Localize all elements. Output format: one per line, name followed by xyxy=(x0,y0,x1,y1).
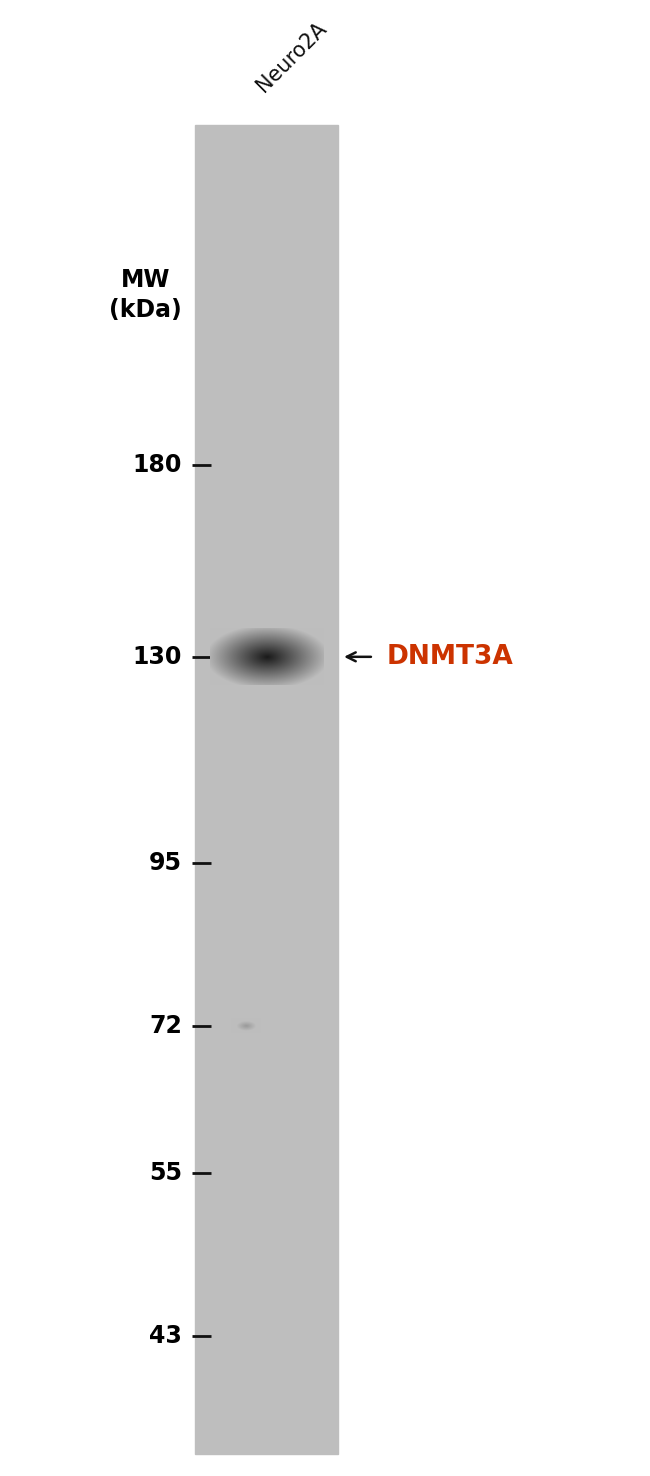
Bar xyxy=(195,125,338,1454)
Text: 180: 180 xyxy=(133,453,182,477)
Text: Neuro2A: Neuro2A xyxy=(252,18,330,96)
Text: MW
(kDa): MW (kDa) xyxy=(109,269,182,322)
Text: 55: 55 xyxy=(149,1162,182,1185)
Text: 130: 130 xyxy=(133,645,182,669)
Text: 95: 95 xyxy=(149,852,182,875)
Text: 72: 72 xyxy=(149,1014,182,1038)
Text: DNMT3A: DNMT3A xyxy=(387,644,514,670)
Text: 43: 43 xyxy=(149,1324,182,1348)
